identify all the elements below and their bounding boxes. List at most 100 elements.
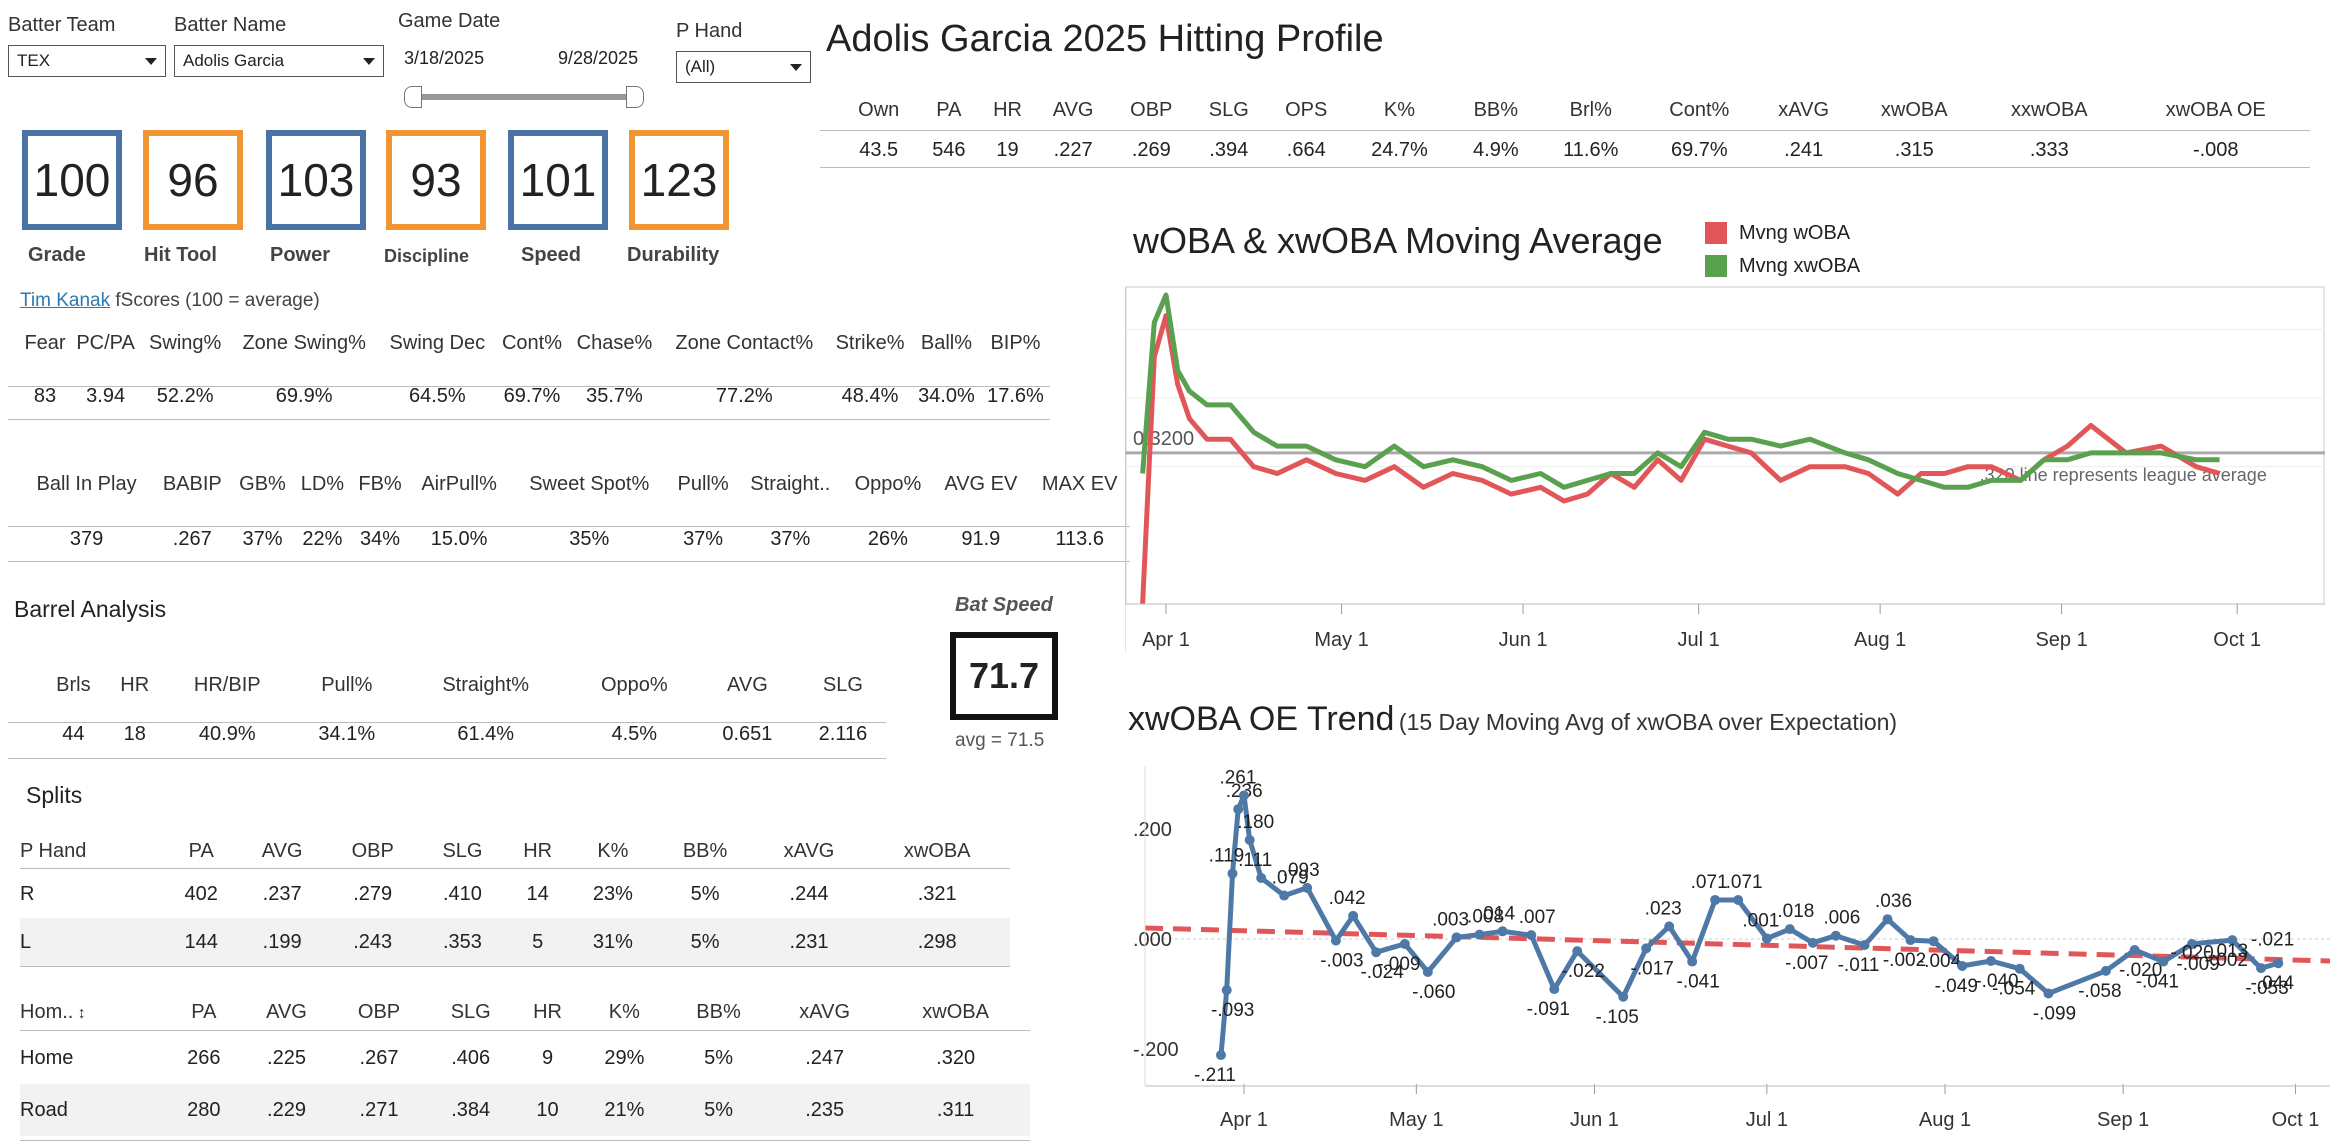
column-header: HR [533,1000,562,1023]
sort-icon[interactable]: ↕ [73,1004,86,1022]
attribution: Tim Kanak fScores (100 = average) [20,290,320,312]
column-header: GB% [239,472,286,495]
divider [20,1030,1030,1031]
hit-tool-box: 96 [143,130,243,230]
column-header: OBP [351,839,394,862]
slider-start-handle[interactable] [404,86,422,108]
data-point [1664,921,1675,932]
column-header: MAX EV [1041,472,1118,495]
data-point [1221,985,1232,996]
column-header: PA [191,1000,217,1023]
cell: 22% [302,527,343,550]
data-point [1733,894,1744,905]
data-label: .042 [1329,888,1366,909]
cell: 37% [770,527,811,550]
legend-swatch-woba [1705,222,1727,244]
column-header: HR/BIP [193,673,261,696]
data-point [1985,956,1996,966]
cell: .267 [359,1046,399,1069]
game-date-label: Game Date [398,10,501,32]
data-label: .001 [1742,910,1779,931]
table-row: L 144 .199 .243 .353 5 31% 5% .231 .298 [20,918,1010,966]
column-header: Oppo% [854,472,922,495]
divider [8,419,1050,420]
cell: .247 [805,1046,845,1069]
cell: 61.4% [457,722,515,745]
table-row: 379 .267 37% 22% 34% 15.0% 35% 37% 37% 26% 91.9 113… [20,516,1130,562]
column-header: BIP% [990,331,1041,354]
cell: .321 [917,882,957,905]
data-point [1928,936,1939,947]
column-header: K% [608,1000,640,1023]
cell: 34% [360,527,401,550]
cell: .315 [1894,138,1934,161]
cell: 69.7% [503,384,561,407]
column-header: xAVG [799,1000,851,1023]
column-header: Chase% [576,331,653,354]
barrel-table: Brls HR HR/BIP Pull% Straight% Oppo% AVG SLG 44… [40,660,890,758]
column-header: PA [188,839,214,862]
data-label: -.009 [2176,954,2219,975]
date-range-slider[interactable] [404,86,644,108]
data-label: -.020 [2119,960,2162,981]
column-header: AVG [1052,98,1094,121]
data-point [1710,894,1721,905]
data-label: -.003 [1320,951,1363,972]
durability-value: 123 [640,154,718,206]
data-point [1227,868,1238,879]
data-label: .006 [1823,908,1860,929]
batter-team-select[interactable]: TEX [8,45,166,77]
cell: .241 [1784,138,1824,161]
data-point [2043,988,2054,999]
column-header: Oppo% [600,673,668,696]
divider [8,386,1050,387]
cell: 34.0% [918,384,975,407]
slider-end-handle[interactable] [626,86,644,108]
data-label: -.017 [1631,958,1674,979]
hit-tool-label: Hit Tool [144,244,217,266]
cell: .267 [172,527,212,550]
cell: 83 [33,384,57,407]
durability-label: Durability [627,244,720,266]
column-header: Swing Dec [389,331,486,354]
data-label: .036 [1875,891,1912,912]
x-tick-label: Aug 1 [1854,629,1906,651]
data-label: .023 [1645,898,1682,919]
p-hand-select[interactable]: (All) [676,51,811,83]
column-header: Straight% [442,673,530,696]
cell: 5% [690,882,720,905]
divider [8,758,886,759]
data-point [1422,967,1433,977]
data-label: -.091 [1527,999,1570,1020]
x-tick-label: Jun 1 [1570,1109,1619,1131]
column-header: xwOBA [1880,98,1948,121]
tim-kanak-link[interactable]: Tim Kanak [20,290,111,311]
data-point [1256,872,1267,883]
data-point [1497,926,1508,937]
cell: .384 [451,1098,491,1121]
durability-box: 123 [629,130,729,230]
column-header: Cont% [501,331,562,354]
chevron-down-icon [145,57,157,65]
x-tick-label: Sep 1 [2097,1109,2149,1131]
power-box: 103 [266,130,366,230]
cell: 69.7% [1670,138,1728,161]
data-label: -.060 [1412,982,1455,1003]
cell: .664 [1286,138,1326,161]
data-label: .014 [1478,903,1515,924]
data-point [1348,910,1359,921]
column-header: PA [936,98,962,121]
x-tick-label: Oct 1 [2272,1109,2320,1131]
data-point [2014,963,2025,974]
data-point [2227,935,2238,946]
table-header-row: Ball In Play BABIP GB% LD% FB% AirPull% Sweet … [20,452,1130,516]
x-tick-label: Sep 1 [2035,629,2087,651]
data-label: -.011 [1838,955,1880,976]
column-header: Own [858,98,900,121]
cell: .235 [805,1098,845,1121]
data-point [1302,882,1313,893]
column-header: HR [120,673,150,696]
data-label: -.020 [2170,942,2213,963]
cell: 26% [867,527,908,550]
batter-name-select[interactable]: Adolis Garcia [174,45,384,77]
